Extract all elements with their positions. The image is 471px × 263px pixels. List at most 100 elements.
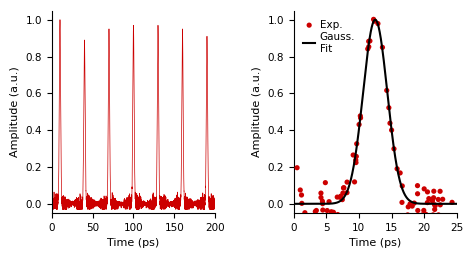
Legend: Exp., Gauss.
Fit: Exp., Gauss. Fit — [299, 16, 359, 58]
Exp. — [366, 39, 374, 43]
Gauss.
Fit — [308, 202, 313, 205]
Exp. — [343, 190, 351, 195]
Exp. — [408, 204, 416, 208]
Y-axis label: Amplitude (a.u.): Amplitude (a.u.) — [252, 66, 262, 157]
Exp. — [311, 209, 319, 214]
Exp. — [339, 198, 346, 202]
Exp. — [298, 201, 306, 205]
Exp. — [421, 213, 429, 217]
Exp. — [425, 196, 432, 201]
Exp. — [364, 47, 372, 51]
Gauss.
Fit — [418, 202, 424, 205]
Exp. — [385, 106, 393, 110]
Exp. — [388, 128, 395, 132]
Exp. — [448, 200, 456, 204]
Exp. — [336, 195, 344, 199]
Exp. — [317, 195, 325, 200]
Exp. — [439, 197, 447, 201]
Exp. — [411, 201, 418, 205]
Exp. — [419, 213, 426, 217]
Exp. — [298, 193, 305, 197]
Exp. — [437, 203, 444, 207]
Exp. — [349, 153, 357, 157]
Exp. — [420, 208, 428, 213]
Exp. — [353, 142, 360, 146]
Exp. — [319, 201, 326, 206]
Exp. — [431, 203, 439, 207]
Exp. — [422, 212, 430, 216]
Exp. — [327, 210, 335, 214]
Gauss.
Fit — [291, 202, 296, 205]
Exp. — [297, 188, 304, 192]
Exp. — [430, 189, 438, 193]
Exp. — [407, 202, 415, 206]
Exp. — [405, 205, 412, 209]
Exp. — [319, 199, 326, 203]
Exp. — [334, 213, 341, 217]
Exp. — [352, 158, 359, 162]
Exp. — [337, 194, 344, 198]
Line: Gauss.
Fit: Gauss. Fit — [293, 20, 457, 204]
Exp. — [390, 147, 398, 151]
Y-axis label: Amplitude (a.u.): Amplitude (a.u.) — [10, 66, 20, 157]
Exp. — [429, 199, 436, 203]
Exp. — [398, 200, 406, 205]
Exp. — [333, 195, 341, 199]
Exp. — [398, 184, 406, 188]
Exp. — [357, 114, 364, 118]
Exp. — [393, 167, 401, 171]
Exp. — [351, 180, 358, 184]
X-axis label: Time (ps): Time (ps) — [349, 238, 401, 248]
Exp. — [317, 191, 325, 195]
Exp. — [313, 208, 320, 213]
Exp. — [365, 39, 373, 43]
Exp. — [435, 213, 442, 217]
Exp. — [330, 210, 337, 214]
Exp. — [352, 160, 360, 165]
Exp. — [404, 213, 412, 217]
Exp. — [383, 88, 390, 93]
Exp. — [406, 202, 414, 206]
Gauss.
Fit — [403, 195, 409, 198]
Exp. — [324, 209, 331, 213]
Exp. — [357, 116, 365, 120]
Exp. — [429, 199, 436, 203]
Exp. — [414, 184, 421, 188]
Exp. — [414, 208, 422, 213]
Exp. — [319, 208, 326, 212]
Exp. — [293, 166, 301, 170]
Exp. — [431, 204, 439, 208]
Exp. — [370, 17, 377, 22]
Exp. — [371, 19, 378, 23]
X-axis label: Time (ps): Time (ps) — [107, 238, 160, 248]
Exp. — [414, 192, 422, 196]
Exp. — [355, 123, 363, 127]
Exp. — [436, 189, 444, 193]
Gauss.
Fit — [454, 202, 460, 205]
Exp. — [340, 186, 347, 190]
Gauss.
Fit — [421, 202, 427, 205]
Exp. — [435, 197, 442, 201]
Gauss.
Fit — [363, 69, 368, 72]
Exp. — [386, 121, 394, 125]
Exp. — [343, 180, 351, 184]
Exp. — [374, 22, 382, 26]
Gauss.
Fit — [372, 18, 378, 21]
Exp. — [379, 45, 386, 49]
Exp. — [421, 187, 428, 191]
Exp. — [322, 181, 329, 185]
Exp. — [430, 196, 438, 200]
Exp. — [423, 200, 431, 205]
Exp. — [365, 45, 373, 49]
Exp. — [301, 211, 309, 215]
Exp. — [352, 154, 360, 159]
Exp. — [339, 191, 347, 195]
Exp. — [429, 213, 437, 217]
Gauss.
Fit — [357, 122, 362, 125]
Exp. — [431, 207, 439, 211]
Exp. — [421, 213, 429, 217]
Exp. — [325, 200, 333, 204]
Exp. — [397, 171, 404, 175]
Exp. — [424, 190, 431, 194]
Exp. — [340, 186, 348, 190]
